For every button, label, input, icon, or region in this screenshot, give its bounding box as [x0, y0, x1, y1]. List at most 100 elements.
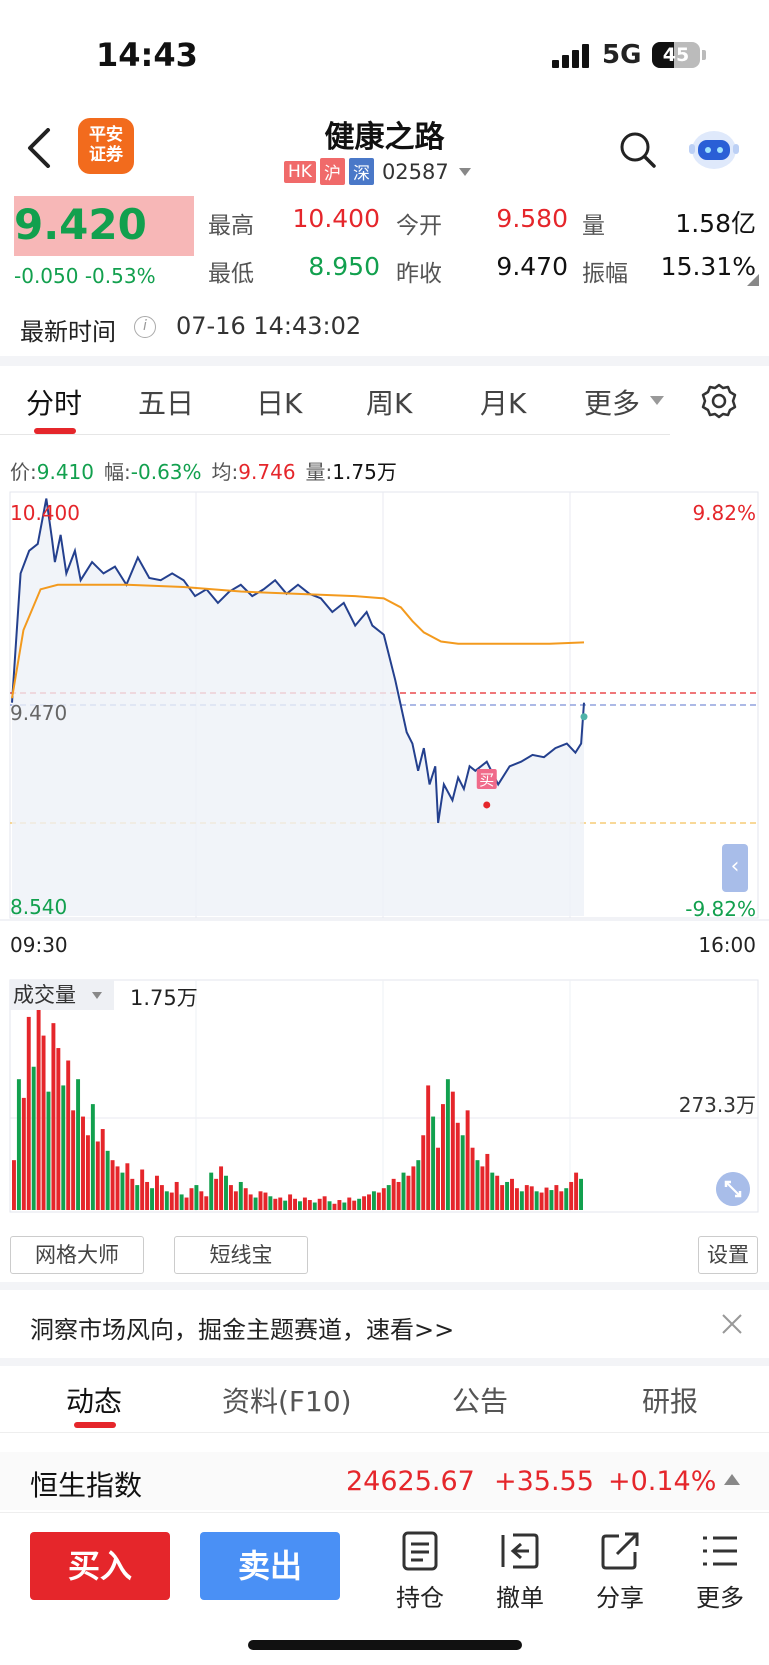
price-area [12, 498, 584, 916]
section-divider [0, 356, 769, 366]
broker-logo[interactable]: 平安 证券 [78, 118, 134, 174]
volume-bar [100, 1129, 105, 1210]
volume-bar [159, 1185, 164, 1210]
share-label: 分享 [596, 1584, 644, 1612]
current-price: 9.420 [14, 200, 147, 249]
info-icon[interactable]: i [134, 316, 156, 338]
volume-bar [199, 1191, 204, 1210]
volume-bar [12, 1160, 16, 1210]
battery-icon: 45 [652, 42, 700, 68]
volume-layer [12, 1004, 583, 1210]
cancel-order-button[interactable]: 撤单 [480, 1530, 560, 1613]
tab-weekly-k[interactable]: 周K [366, 387, 413, 420]
volume-bar [514, 1188, 519, 1210]
volume-bar [66, 1060, 71, 1210]
chevron-down-icon [458, 167, 471, 176]
volume-bar [105, 1150, 110, 1210]
search-icon[interactable] [618, 130, 658, 170]
close-icon[interactable] [720, 1312, 744, 1336]
index-ticker[interactable] [0, 1452, 769, 1510]
sell-button[interactable]: 卖出 [200, 1532, 340, 1600]
high-value: 10.400 [292, 204, 380, 233]
bottom-tab-active-indicator [74, 1422, 116, 1428]
holdings-button[interactable]: 持仓 [380, 1530, 460, 1613]
more-button[interactable]: 更多 [680, 1530, 760, 1613]
expand-corner-icon[interactable] [747, 274, 759, 286]
volume-bar [189, 1188, 194, 1210]
more-label: 更多 [696, 1584, 744, 1612]
volume-bar [544, 1187, 549, 1210]
volume-bar [110, 1160, 115, 1210]
volume-bar [485, 1153, 490, 1210]
home-indicator[interactable] [248, 1640, 522, 1650]
volume-bar [549, 1190, 554, 1210]
volume-bar [465, 1110, 470, 1210]
volume-bar [352, 1200, 357, 1210]
tab-announcements[interactable]: 公告 [452, 1385, 509, 1418]
tab-intraday[interactable]: 分时 [26, 387, 83, 420]
volume-bar [179, 1194, 184, 1210]
gear-icon[interactable] [700, 382, 738, 420]
x-end-label: 16:00 [698, 933, 756, 957]
logo-line1: 平安 [89, 125, 123, 145]
volume-bar [26, 1016, 31, 1210]
low-value: 8.950 [308, 252, 380, 281]
change-pct: -0.53% [84, 264, 156, 288]
share-button[interactable]: 分享 [580, 1530, 660, 1613]
volume-bar [381, 1188, 386, 1210]
amplitude-value: 15.31% [660, 252, 756, 281]
volume-bar [421, 1135, 426, 1210]
info-avg: 9.746 [238, 460, 296, 484]
volume-bar [307, 1200, 312, 1210]
promo-banner[interactable] [0, 1290, 769, 1358]
chevron-left-icon[interactable]: ‹ [722, 844, 748, 892]
volume-bar [219, 1166, 224, 1210]
tab-daily-k[interactable]: 日K [256, 387, 303, 420]
info-vol: 1.75万 [332, 460, 397, 484]
chevron-down-icon [650, 396, 664, 405]
volume-bar [510, 1178, 514, 1210]
volume-bar [120, 1172, 125, 1210]
volume-bar [322, 1196, 327, 1210]
signal-icon [552, 44, 592, 68]
volume-bar [95, 1141, 100, 1210]
volume-bar [56, 1048, 61, 1210]
chevron-up-icon[interactable] [724, 1474, 740, 1485]
buy-marker-dot [483, 801, 491, 809]
settings-button[interactable]: 设置 [698, 1236, 758, 1274]
tab-monthly-k[interactable]: 月K [480, 387, 527, 420]
volume-bar [21, 1097, 26, 1210]
volume-bar [579, 1178, 583, 1210]
tab-five-day[interactable]: 五日 [138, 387, 195, 420]
volume-bar [90, 1104, 95, 1210]
promo-banner-text[interactable]: 洞察市场风向，掘金主题赛道，速看>> [30, 1316, 455, 1344]
buy-button[interactable]: 买入 [30, 1532, 170, 1600]
fullscreen-icon[interactable] [716, 1172, 750, 1206]
stock-tags[interactable]: HK 沪 深 02587 [284, 158, 471, 185]
battery-level: 45 [662, 44, 690, 66]
volume-bar [455, 1122, 460, 1210]
volume-grid-label: 273.3万 [679, 1093, 756, 1117]
index-value: 24625.67 [346, 1466, 475, 1497]
share-icon [601, 1532, 639, 1570]
back-icon[interactable] [26, 128, 52, 168]
price-line [11, 498, 585, 824]
tab-research[interactable]: 研报 [642, 1385, 699, 1418]
volume-bar [283, 1200, 288, 1210]
chevron-down-icon [92, 992, 102, 999]
stock-name[interactable]: 健康之路 [324, 120, 445, 155]
tab-profile[interactable]: 资料(F10) [222, 1385, 352, 1418]
volume-bar [298, 1201, 302, 1210]
volume-bar [505, 1181, 510, 1210]
info-price: 9.410 [36, 460, 95, 484]
tab-more[interactable]: 更多 [584, 387, 641, 420]
grid-master-button[interactable]: 网格大师 [10, 1236, 144, 1274]
robot-assistant-icon[interactable] [688, 124, 740, 172]
index-name: 恒生指数 [30, 1469, 143, 1502]
volume-bar [184, 1197, 189, 1210]
short-term-button[interactable]: 短线宝 [174, 1236, 308, 1274]
volume-bar [253, 1197, 258, 1210]
tab-news[interactable]: 动态 [66, 1385, 123, 1418]
volume-bar [51, 1023, 56, 1210]
intraday-chart[interactable]: 买 10.400 9.470 8.540 9.82% -9.82% 09:30 … [0, 490, 769, 1230]
